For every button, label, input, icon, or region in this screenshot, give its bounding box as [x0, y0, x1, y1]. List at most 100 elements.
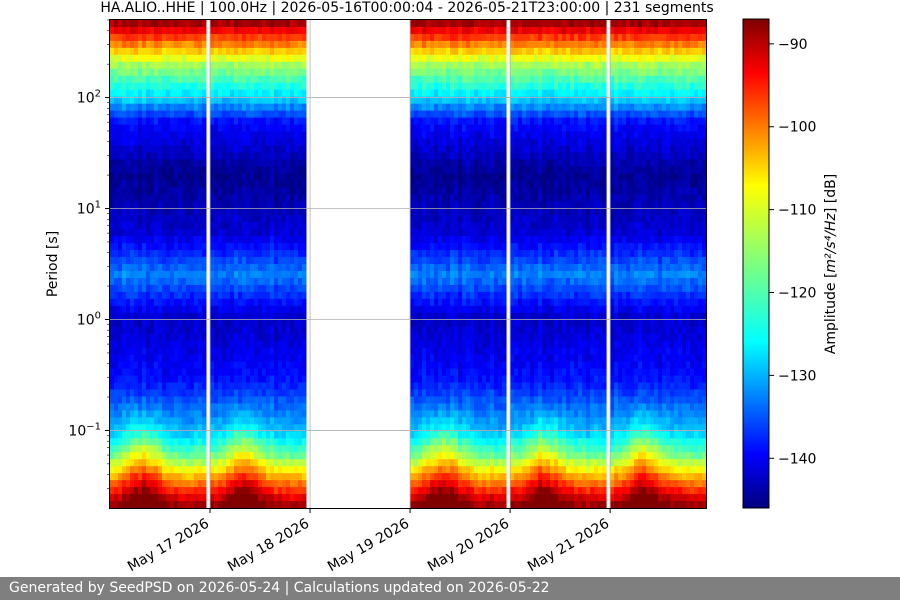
heatmap-cell	[489, 250, 495, 258]
heatmap-cell	[410, 396, 415, 405]
heatmap-cell	[473, 236, 479, 244]
heatmap-cell	[442, 347, 447, 356]
heatmap-cell	[233, 75, 239, 84]
heatmap-cell	[469, 222, 475, 230]
heatmap-cell	[193, 389, 199, 398]
heatmap-cell	[222, 375, 227, 384]
heatmap-cell	[121, 138, 127, 147]
heatmap-cell	[253, 110, 259, 119]
heatmap-cell	[214, 194, 219, 202]
heatmap-cell	[293, 389, 299, 398]
heatmap-cell	[289, 417, 295, 425]
heatmap-cell	[422, 396, 427, 405]
heatmap-cell	[269, 54, 275, 63]
heatmap-cell	[414, 473, 419, 481]
heatmap-cell	[153, 201, 159, 209]
heatmap-cell	[218, 277, 223, 286]
heatmap-cell	[410, 173, 415, 181]
heatmap-cell	[133, 424, 139, 432]
heatmap-cell	[477, 284, 483, 293]
heatmap-cell	[489, 89, 495, 98]
heatmap-cell	[497, 26, 503, 35]
heatmap-cell	[161, 459, 167, 467]
heatmap-cell	[177, 340, 183, 349]
heatmap-cell	[233, 20, 239, 28]
heatmap-cell	[253, 431, 259, 439]
heatmap-cell	[245, 173, 251, 181]
heatmap-cell	[210, 417, 215, 425]
heatmap-cell	[414, 501, 419, 509]
heatmap-cell	[133, 250, 139, 258]
heatmap-cell	[197, 26, 203, 35]
heatmap-cell	[281, 208, 287, 216]
heatmap-cell	[462, 264, 467, 272]
heatmap-cell	[218, 180, 223, 188]
heatmap-cell	[229, 33, 235, 42]
heatmap-cell	[281, 257, 287, 265]
heatmap-cell	[265, 236, 271, 244]
heatmap-cell	[177, 284, 183, 293]
heatmap-cell	[414, 173, 419, 181]
heatmap-cell	[125, 124, 131, 133]
heatmap-cell	[157, 40, 163, 49]
heatmap-cell	[189, 131, 195, 140]
heatmap-cell	[153, 459, 159, 467]
heatmap-cell	[141, 236, 147, 244]
heatmap-cell	[418, 375, 423, 384]
heatmap-cell	[261, 270, 267, 279]
heatmap-cell	[422, 61, 427, 70]
heatmap-cell	[201, 375, 207, 384]
heatmap-cell	[269, 103, 275, 112]
heatmap-cell	[229, 89, 235, 98]
heatmap-cell	[289, 445, 295, 453]
heatmap-cell	[185, 340, 191, 349]
heatmap-cell	[293, 124, 299, 133]
heatmap-cell	[222, 438, 227, 446]
heatmap-cell	[141, 466, 147, 474]
heatmap-cell	[129, 473, 135, 481]
heatmap-cell	[414, 326, 419, 335]
heatmap-cell	[161, 424, 167, 432]
heatmap-cell	[129, 208, 135, 216]
heatmap-cell	[181, 298, 187, 307]
heatmap-cell	[418, 159, 423, 167]
heatmap-cell	[137, 326, 143, 335]
heatmap-cell	[462, 131, 467, 140]
heatmap-cell	[141, 124, 147, 133]
heatmap-cell	[473, 410, 479, 418]
heatmap-cell	[426, 319, 431, 328]
heatmap-cell	[153, 47, 159, 56]
heatmap-cell	[169, 333, 175, 342]
heatmap-cell	[237, 326, 243, 335]
heatmap-cell	[145, 131, 151, 140]
heatmap-cell	[297, 117, 303, 126]
heatmap-cell	[285, 138, 291, 147]
heatmap-cell	[181, 333, 187, 342]
heatmap-cell	[165, 110, 171, 119]
heatmap-cell	[177, 215, 183, 223]
heatmap-cell	[189, 501, 195, 509]
heatmap-cell	[245, 68, 251, 77]
heatmap-cell	[450, 298, 455, 307]
heatmap-cell	[129, 103, 135, 112]
heatmap-cell	[438, 215, 443, 223]
heatmap-cell	[129, 354, 135, 363]
heatmap-cell	[485, 152, 491, 161]
heatmap-cell	[434, 124, 439, 133]
heatmap-cell	[481, 138, 487, 147]
heatmap-cell	[177, 354, 183, 363]
heatmap-cell	[297, 40, 303, 49]
heatmap-cell	[245, 236, 251, 244]
heatmap-cell	[414, 305, 419, 314]
heatmap-cell	[113, 319, 119, 328]
heatmap-cell	[141, 194, 147, 202]
heatmap-cell	[249, 354, 255, 363]
heatmap-cell	[469, 347, 475, 356]
heatmap-cell	[426, 201, 431, 209]
heatmap-cell	[285, 347, 291, 356]
heatmap-cell	[301, 389, 307, 398]
heatmap-cell	[485, 236, 491, 244]
heatmap-cell	[249, 173, 255, 181]
heatmap-cell	[185, 145, 191, 154]
heatmap-cell	[157, 277, 163, 286]
